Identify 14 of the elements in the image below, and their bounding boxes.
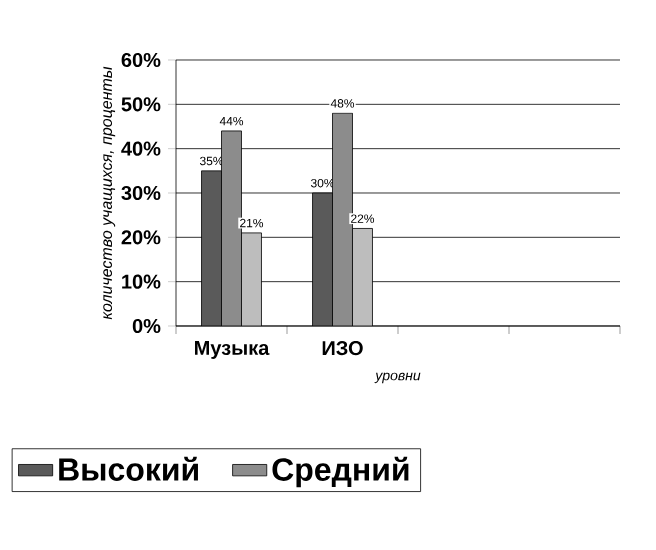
y-tick-label: 60% — [121, 52, 161, 68]
y-axis-title: количество учащихся, проценты — [103, 66, 116, 320]
bar — [312, 192, 333, 326]
y-tick-label: 20% — [121, 230, 161, 245]
y-tick-label: 10% — [122, 274, 161, 289]
x-tick-label: ИЗО — [322, 341, 363, 356]
y-tick-label: 30% — [121, 185, 161, 201]
y-tick-label: 0% — [132, 318, 161, 334]
legend-label: Высокий — [59, 456, 198, 481]
y-tick-label: 40% — [121, 141, 161, 156]
bar — [201, 170, 222, 326]
legend-label: Средний — [272, 456, 409, 488]
y-tick-label: 50% — [121, 97, 161, 112]
x-tick-label: Музыка — [195, 341, 270, 359]
